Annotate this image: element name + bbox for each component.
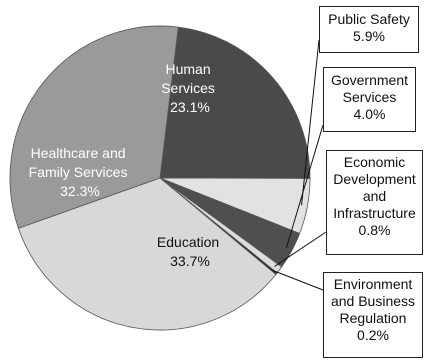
callout-economic-name-4: Infrastructure [333,205,416,221]
pie-slices [9,25,311,331]
callout-public-safety-name: Public Safety [328,11,410,27]
leader-line-environment-and-business-regulation [271,269,324,291]
callout-environment-name-2: and Business [330,293,416,309]
callout-economic-name-1: Economic [343,154,406,170]
callout-government-value: 4.0% [353,106,386,122]
callout-environment-business: Environment and Business Regulation 0.2% [323,272,423,358]
leader-line-economic-development-and-infrastructure [274,231,327,267]
pie-slice-human-services [159,26,311,179]
callout-economic-value: 0.8% [358,222,391,238]
callout-environment-name-1: Environment [333,276,413,292]
callout-government-name-1: Government [330,72,409,88]
label-healthcare: Healthcare and Family Services 32.3% [29,145,132,199]
callout-economic-name-2: Development [333,171,416,187]
leader-line-public-safety [301,39,320,206]
leader-line-government-services [285,124,324,249]
callout-economic-development: Economic Development and Infrastructure … [326,150,423,255]
callout-government-services: Government Services 4.0% [323,67,416,132]
callout-public-safety-value: 5.9% [353,28,385,44]
callout-government-name-2: Services [342,89,397,105]
callout-public-safety: Public Safety 5.9% [319,6,419,53]
label-human-services: Human Services 23.1% [161,61,219,115]
pie-slice-healthcare-and-family-services [9,25,179,229]
label-education: Education 33.7% [157,234,223,269]
pie-slice-education [17,177,277,331]
callout-economic-name-3: and [362,188,387,204]
callout-leader-lines [271,39,327,291]
callout-environment-name-3: Regulation [339,310,407,326]
callout-environment-value: 0.2% [357,327,389,343]
